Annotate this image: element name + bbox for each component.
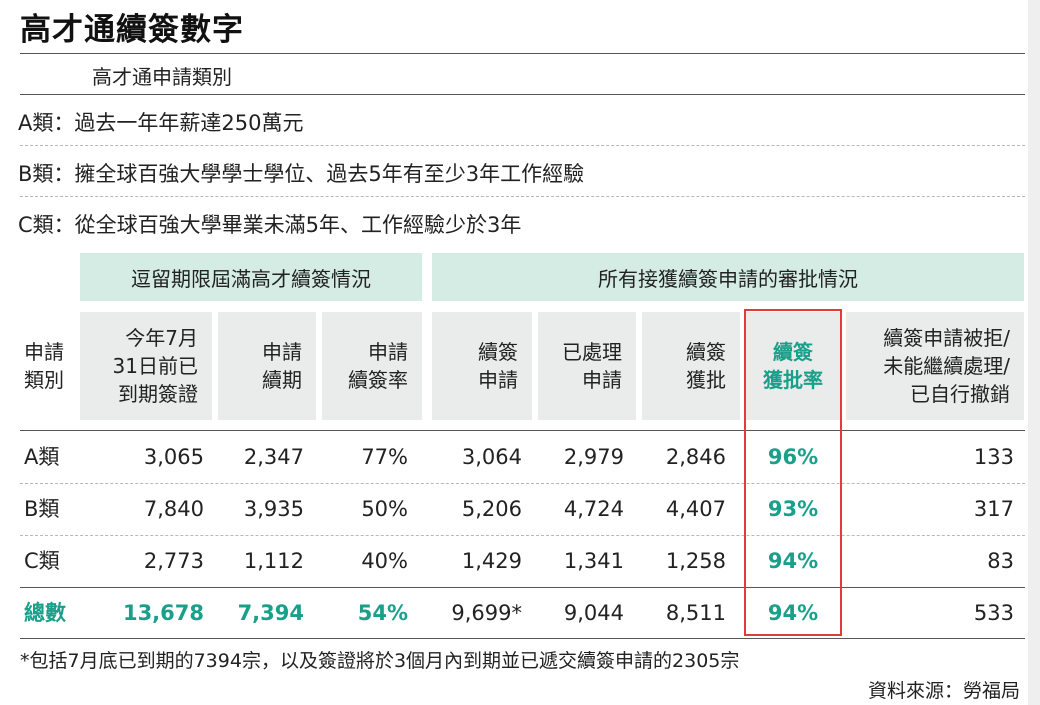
col-header-processed: 已處理申請 (538, 312, 636, 420)
table-cell: 93% (767, 497, 819, 521)
total-rule (20, 587, 1025, 588)
row-header: 申請 類別 (24, 338, 64, 394)
subhead-rule (20, 94, 1025, 95)
col-header-line: 續簽率 (348, 368, 408, 392)
category-b-label: B類： (18, 162, 75, 186)
table-cell: 13,678 (122, 601, 204, 625)
col-header-line: 到期簽證 (118, 382, 198, 406)
col-header-line: 未能繼續處理/ (883, 354, 1010, 378)
col-header-line: 申請 (582, 368, 622, 392)
category-a-label: A類： (18, 111, 75, 135)
table-cell: 133 (973, 445, 1014, 469)
approval-rate-highlight (744, 309, 842, 636)
table-cell: 40% (361, 549, 408, 573)
page-title: 高才通續簽數字 (20, 12, 244, 48)
table-cell: 50% (361, 497, 408, 521)
col-header-approved: 續簽 獲批 (642, 312, 740, 420)
table-cell: 96% (767, 445, 819, 469)
table-cell: 7,394 (237, 601, 304, 625)
col-header-line: 31日前已 (112, 354, 198, 378)
category-c-desc: C類：從全球百強大學畢業未滿5年、工作經驗少於3年 (18, 209, 521, 239)
table-cell: 1,429 (461, 549, 522, 573)
table-cell: 2,347 (243, 445, 304, 469)
table-cell: 2,846 (665, 445, 726, 469)
col-header-rejected: 續簽申請被拒/未能繼續處理/已自行撤銷 (846, 312, 1024, 420)
category-c-label: C類： (18, 213, 75, 237)
footnote: *包括7月底已到期的7394宗，以及簽證將於3個月內到期並已遞交續簽申請的230… (20, 650, 740, 672)
title-rule (20, 53, 1025, 54)
category-a-text: 過去一年年薪達250萬元 (74, 111, 304, 135)
row-header-line: 申請 (24, 340, 64, 364)
table-cell: 1,341 (563, 549, 624, 573)
col-header-line: 已自行撤銷 (910, 382, 1010, 406)
table-cell: 54% (357, 601, 408, 625)
table-cell: 533 (973, 601, 1014, 625)
table-cell: 2,979 (563, 445, 624, 469)
table-cell: 9,699* (451, 601, 522, 625)
table-cell: 94% (767, 601, 819, 625)
col-header-line: 續簽 (773, 340, 813, 364)
category-b-text: 擁全球百強大學學士學位、過去5年有至少3年工作經驗 (74, 162, 585, 186)
group-header-right: 所有接獲續簽申請的審批情況 (432, 253, 1024, 301)
table-cell: 4,724 (563, 497, 624, 521)
table-cell: 4,407 (665, 497, 726, 521)
col-header-line: 今年7月 (125, 326, 198, 350)
category-b-desc: B類：擁全球百強大學學士學位、過去5年有至少3年工作經驗 (18, 158, 584, 188)
table-cell: 317 (973, 497, 1014, 521)
row-header-line: 類別 (24, 368, 64, 392)
table-cell: 7,840 (143, 497, 204, 521)
col-header-line: 獲批 (686, 368, 726, 392)
col-header-line: 獲批率 (763, 368, 823, 392)
row-label: A類 (24, 445, 60, 469)
col-header-renewal-applied: 申請 續期 (218, 312, 316, 420)
table-cell: 5,206 (461, 497, 522, 521)
table-cell: 94% (767, 549, 819, 573)
col-header-line: 申請 (478, 368, 518, 392)
table-cell: 77% (361, 445, 408, 469)
table-cell: 8,511 (665, 601, 726, 625)
group-header-left: 逗留期限屆滿高才續簽情況 (80, 253, 422, 301)
row-divider (20, 483, 1025, 484)
col-header-renewal-applications: 續簽 申請 (432, 312, 532, 420)
table-cell: 83 (987, 549, 1014, 573)
col-header-approval-rate: 續簽 獲批率 (746, 312, 840, 420)
table-cell: 9,044 (563, 601, 624, 625)
row-label: B類 (24, 497, 60, 521)
col-header-line: 續簽 (686, 340, 726, 364)
table-cell: 3,065 (143, 445, 204, 469)
col-header-line: 續簽 (478, 340, 518, 364)
col-header-line: 申請 (262, 340, 302, 364)
col-header-line: 申請 (368, 340, 408, 364)
row-divider (20, 535, 1025, 536)
col-header-application-rate: 申請續簽率 (322, 312, 422, 420)
row-label: C類 (24, 549, 60, 573)
category-c-text: 從全球百強大學畢業未滿5年、工作經驗少於3年 (74, 213, 522, 237)
category-section-title: 高才通申請類別 (92, 65, 232, 89)
table-cell: 3,935 (243, 497, 304, 521)
table-cell: 2,773 (143, 549, 204, 573)
col-header-line: 續期 (262, 368, 302, 392)
scrollbar[interactable] (1028, 0, 1040, 705)
divider (20, 196, 1025, 197)
source: 資料來源：勞福局 (867, 680, 1020, 702)
table-cell: 1,112 (243, 549, 304, 573)
row-label: 總數 (24, 601, 66, 625)
category-a-desc: A類：過去一年年薪達250萬元 (18, 107, 303, 137)
table-header-rule (20, 430, 1025, 431)
divider (20, 145, 1025, 146)
col-header-expired-visas: 今年7月 31日前已到期簽證 (80, 312, 212, 420)
col-header-line: 已處理 (562, 340, 622, 364)
table-cell: 1,258 (665, 549, 726, 573)
table-bottom-rule (20, 638, 1025, 639)
col-header-line: 續簽申請被拒/ (883, 326, 1010, 350)
table-cell: 3,064 (461, 445, 522, 469)
